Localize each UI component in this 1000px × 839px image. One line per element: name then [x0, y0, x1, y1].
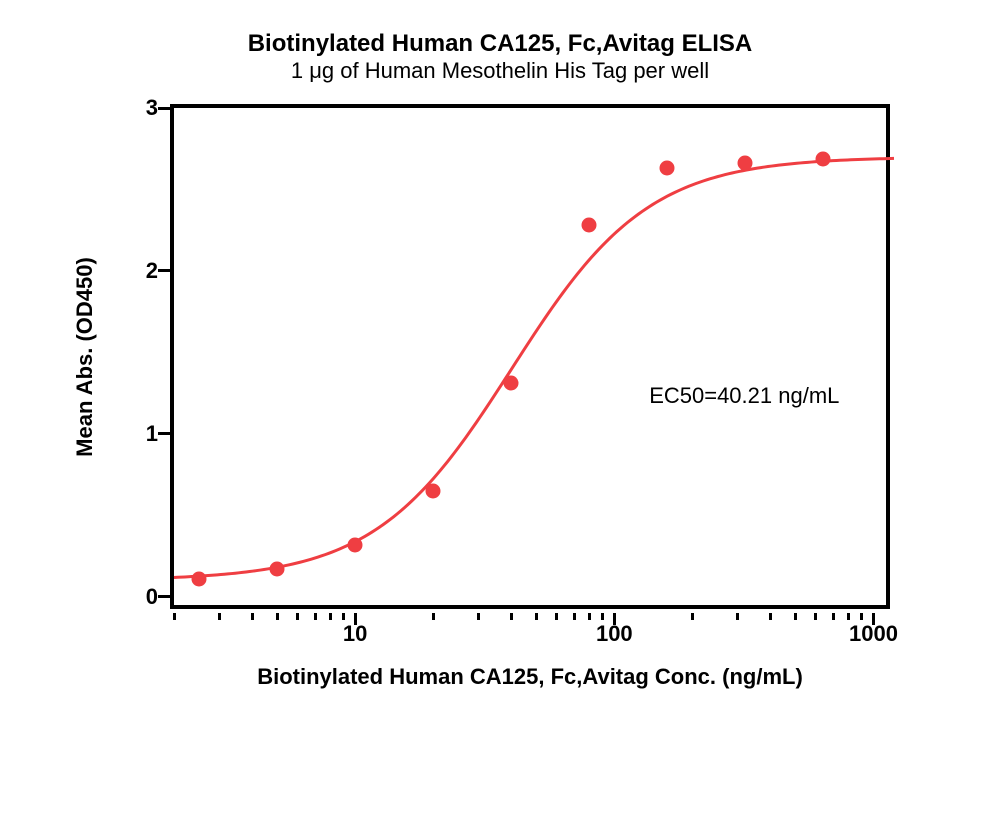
x-tick-label: 1000: [849, 621, 898, 647]
x-minor-tick: [573, 613, 576, 620]
y-tick-label: 1: [146, 421, 158, 447]
x-minor-tick: [736, 613, 739, 620]
x-minor-tick: [832, 613, 835, 620]
title-block: Biotinylated Human CA125, Fc,Avitag ELIS…: [50, 30, 950, 84]
y-major-tick: [158, 595, 170, 598]
x-minor-tick: [601, 613, 604, 620]
y-tick-label: 3: [146, 95, 158, 121]
data-point: [504, 376, 519, 391]
fit-curve: [174, 158, 894, 577]
x-minor-tick: [251, 613, 254, 620]
x-minor-tick: [276, 613, 279, 620]
plot-wrapper: Mean Abs. (OD450) EC50=40.21 ng/mL 01231…: [170, 104, 950, 609]
x-minor-tick: [588, 613, 591, 620]
data-point: [348, 537, 363, 552]
data-point: [192, 571, 207, 586]
chart-subtitle: 1 μg of Human Mesothelin His Tag per wel…: [50, 58, 950, 84]
data-point: [582, 218, 597, 233]
data-point: [738, 156, 753, 171]
x-minor-tick: [860, 613, 863, 620]
x-minor-tick: [847, 613, 850, 620]
x-minor-tick: [535, 613, 538, 620]
y-tick-label: 2: [146, 258, 158, 284]
x-tick-label: 100: [596, 621, 633, 647]
x-minor-tick: [814, 613, 817, 620]
chart-title: Biotinylated Human CA125, Fc,Avitag ELIS…: [50, 30, 950, 58]
fit-curve-svg: [174, 108, 894, 613]
x-minor-tick: [296, 613, 299, 620]
x-minor-tick: [329, 613, 332, 620]
y-tick-label: 0: [146, 584, 158, 610]
x-axis-label: Biotinylated Human CA125, Fc,Avitag Conc…: [257, 664, 803, 690]
data-point: [426, 483, 441, 498]
y-axis-label: Mean Abs. (OD450): [72, 257, 98, 457]
plot-area: EC50=40.21 ng/mL 0123101001000: [170, 104, 890, 609]
x-tick-label: 10: [343, 621, 367, 647]
x-minor-tick: [218, 613, 221, 620]
x-minor-tick: [173, 613, 176, 620]
data-point: [270, 562, 285, 577]
data-point: [816, 151, 831, 166]
x-minor-tick: [342, 613, 345, 620]
data-point: [660, 161, 675, 176]
x-minor-tick: [432, 613, 435, 620]
y-major-tick: [158, 107, 170, 110]
y-major-tick: [158, 432, 170, 435]
x-minor-tick: [769, 613, 772, 620]
x-minor-tick: [477, 613, 480, 620]
x-minor-tick: [510, 613, 513, 620]
x-minor-tick: [691, 613, 694, 620]
x-minor-tick: [794, 613, 797, 620]
ec50-annotation: EC50=40.21 ng/mL: [649, 383, 839, 409]
x-minor-tick: [314, 613, 317, 620]
chart-container: Biotinylated Human CA125, Fc,Avitag ELIS…: [50, 30, 950, 810]
x-minor-tick: [555, 613, 558, 620]
y-major-tick: [158, 269, 170, 272]
